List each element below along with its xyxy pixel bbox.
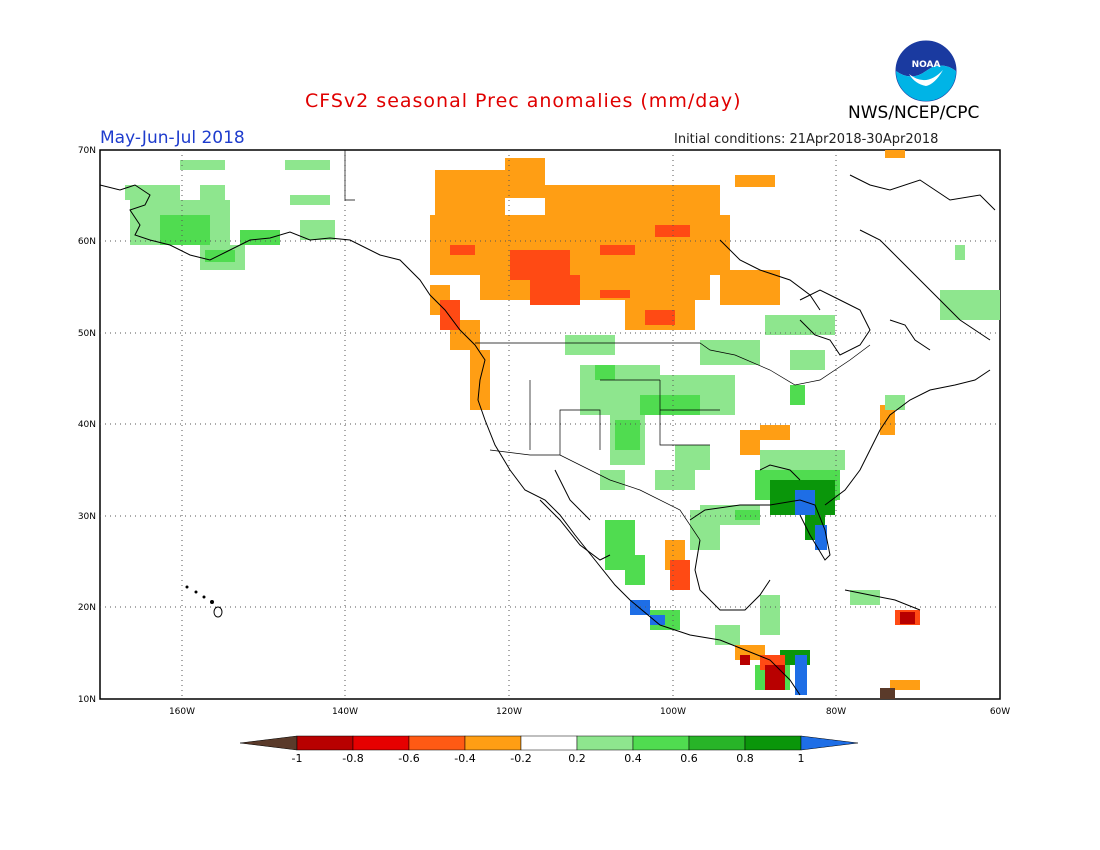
lat-label: 40N xyxy=(78,420,96,430)
noaa-logo-icon: NOAA xyxy=(895,40,957,102)
lat-label: 30N xyxy=(78,512,96,522)
color-legend: -1 -0.8 -0.6 -0.4 -0.2 0.2 0.4 0.6 0.8 1 xyxy=(239,735,859,765)
graticule xyxy=(100,150,1000,699)
lat-label: 20N xyxy=(78,603,96,613)
legend-label: -0.4 xyxy=(454,752,475,765)
legend-box xyxy=(632,735,690,751)
lon-label: 60W xyxy=(990,707,1010,717)
legend-label: 0.8 xyxy=(736,752,754,765)
region-canada-dry xyxy=(430,150,905,570)
legend-boxes xyxy=(239,735,859,751)
anomaly-fills xyxy=(125,150,1000,699)
logo-text: NOAA xyxy=(912,60,941,70)
lon-labels: 160W 140W 120W 100W 80W 60W xyxy=(169,707,1010,717)
legend-box xyxy=(520,735,578,751)
lat-labels: 70N 60N 50N 40N 30N 20N 10N xyxy=(78,146,96,705)
hawaii-islands xyxy=(185,585,223,618)
legend-box xyxy=(408,735,466,751)
legend-arrow-high xyxy=(800,735,859,751)
legend-box xyxy=(744,735,802,751)
legend-box xyxy=(464,735,522,751)
region-alaska-mid xyxy=(160,215,280,262)
lon-label: 160W xyxy=(169,707,195,717)
lon-label: 80W xyxy=(826,707,846,717)
legend-label: -0.2 xyxy=(510,752,531,765)
forecast-period: May-Jun-Jul 2018 xyxy=(100,128,245,148)
region-central-america-darkred xyxy=(740,612,915,690)
legend-label: -0.6 xyxy=(398,752,419,765)
lon-label: 120W xyxy=(496,707,522,717)
coastlines xyxy=(99,174,996,696)
legend-box xyxy=(576,735,634,751)
lon-label: 140W xyxy=(332,707,358,717)
legend-box xyxy=(352,735,410,751)
legend-label: 0.2 xyxy=(568,752,586,765)
lat-label: 60N xyxy=(78,237,96,247)
legend-box xyxy=(688,735,746,751)
legend-label: -1 xyxy=(292,752,303,765)
borders xyxy=(344,150,871,541)
initial-conditions: Initial conditions: 21Apr2018-30Apr2018 xyxy=(674,132,939,147)
region-caribbean-brown xyxy=(880,688,895,699)
lon-label: 100W xyxy=(660,707,686,717)
legend-label: 0.6 xyxy=(680,752,698,765)
legend-label: 0.4 xyxy=(624,752,642,765)
agency-label: NWS/NCEP/CPC xyxy=(848,103,980,123)
lat-label: 10N xyxy=(78,695,96,705)
lat-label: 50N xyxy=(78,329,96,339)
lat-label: 70N xyxy=(78,146,96,156)
legend-box xyxy=(296,735,354,751)
map-title: CFSv2 seasonal Prec anomalies (mm/day) xyxy=(305,90,742,112)
legend-labels: -1 -0.8 -0.6 -0.4 -0.2 0.2 0.4 0.6 0.8 1 xyxy=(292,752,805,765)
legend-label: 1 xyxy=(798,752,805,765)
legend-label: -0.8 xyxy=(342,752,363,765)
legend-arrow-low xyxy=(239,735,298,751)
